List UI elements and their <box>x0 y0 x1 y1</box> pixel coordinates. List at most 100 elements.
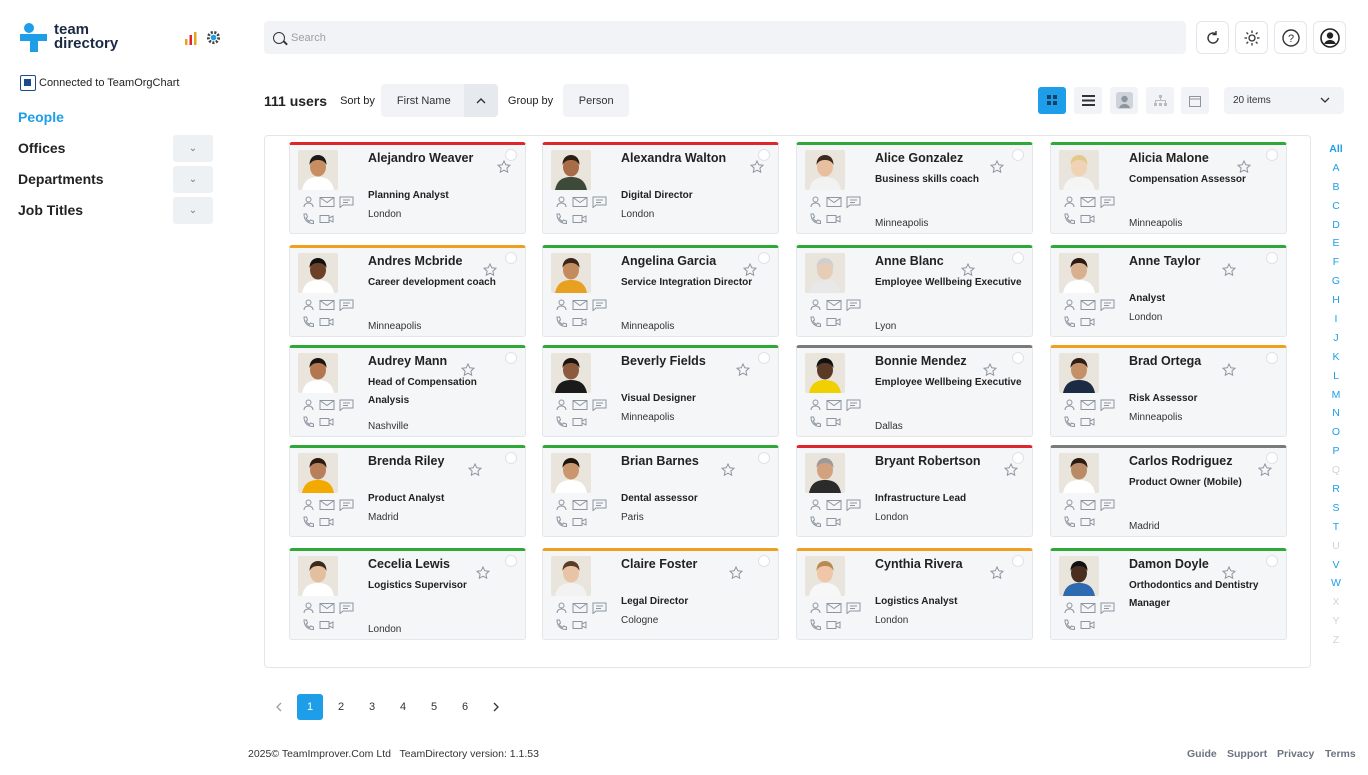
alphabet-letter[interactable]: F <box>1332 256 1340 269</box>
alphabet-letter[interactable]: R <box>1332 483 1340 496</box>
video-call-icon[interactable] <box>826 416 841 428</box>
person-name[interactable]: Alice Gonzalez <box>875 151 964 165</box>
person-name[interactable]: Bryant Robertson <box>875 454 981 468</box>
phone-icon[interactable] <box>809 416 822 428</box>
avatar[interactable] <box>805 150 845 190</box>
select-checkbox[interactable] <box>1012 149 1024 161</box>
avatar[interactable] <box>298 353 338 393</box>
email-icon[interactable] <box>826 196 842 208</box>
person-name[interactable]: Audrey Mann <box>368 354 448 368</box>
avatar[interactable] <box>805 453 845 493</box>
alphabet-letter[interactable]: G <box>1331 275 1341 288</box>
avatar[interactable] <box>551 253 591 293</box>
avatar[interactable] <box>298 150 338 190</box>
expand-offices-chevron-icon[interactable]: ⌄ <box>173 135 213 162</box>
person-card[interactable]: Beverly Fields Visual Designer Minneapolis <box>542 345 779 437</box>
alphabet-letter[interactable]: M <box>1331 388 1341 401</box>
video-call-icon[interactable] <box>319 619 334 631</box>
avatar[interactable] <box>551 353 591 393</box>
person-card[interactable]: Claire Foster Legal Director Cologne <box>542 548 779 640</box>
email-icon[interactable] <box>826 602 842 614</box>
person-name[interactable]: Cynthia Rivera <box>875 557 963 571</box>
video-call-icon[interactable] <box>319 213 334 225</box>
person-card[interactable]: Alejandro Weaver Planning Analyst London <box>289 142 526 234</box>
video-call-icon[interactable] <box>1080 213 1095 225</box>
alphabet-letter[interactable]: P <box>1332 445 1340 458</box>
chat-icon[interactable] <box>1100 499 1115 511</box>
video-call-icon[interactable] <box>826 213 841 225</box>
favorite-star-icon[interactable] <box>468 463 483 477</box>
profile-icon[interactable] <box>302 602 315 614</box>
person-card[interactable]: Alicia Malone Compensation Assessor Minnea… <box>1050 142 1287 234</box>
select-checkbox[interactable] <box>1012 555 1024 567</box>
profile-icon[interactable] <box>1063 399 1076 411</box>
person-name[interactable]: Alexandra Walton <box>621 151 727 165</box>
video-call-icon[interactable] <box>319 316 334 328</box>
phone-icon[interactable] <box>555 516 568 528</box>
phone-icon[interactable] <box>302 416 315 428</box>
page-button[interactable]: 4 <box>399 701 407 713</box>
video-call-icon[interactable] <box>826 316 841 328</box>
avatar[interactable] <box>805 353 845 393</box>
avatar[interactable] <box>805 253 845 293</box>
theme-toggle-button[interactable] <box>1235 21 1268 54</box>
phone-icon[interactable] <box>555 619 568 631</box>
expand-departments-chevron-icon[interactable]: ⌄ <box>173 166 213 193</box>
profile-icon[interactable] <box>302 299 315 311</box>
profile-icon[interactable] <box>1063 299 1076 311</box>
favorite-star-icon[interactable] <box>1222 363 1237 377</box>
person-card[interactable]: Brenda Riley Product Analyst Madrid <box>289 445 526 537</box>
phone-icon[interactable] <box>809 619 822 631</box>
favorite-star-icon[interactable] <box>475 566 490 580</box>
avatar[interactable] <box>551 453 591 493</box>
footer-link-guide[interactable]: Guide <box>1187 748 1217 760</box>
select-checkbox[interactable] <box>1266 252 1278 264</box>
profile-icon[interactable] <box>809 499 822 511</box>
chat-icon[interactable] <box>592 602 607 614</box>
alphabet-letter[interactable]: O <box>1331 426 1341 439</box>
person-card[interactable]: Audrey Mann Head of Compensation Analysis… <box>289 345 526 437</box>
phone-icon[interactable] <box>809 516 822 528</box>
person-card[interactable]: Alexandra Walton Digital Director London <box>542 142 779 234</box>
alphabet-letter[interactable]: S <box>1332 501 1340 514</box>
email-icon[interactable] <box>319 602 335 614</box>
list-view-button[interactable] <box>1074 87 1102 114</box>
footer-link-support[interactable]: Support <box>1227 748 1268 760</box>
chat-icon[interactable] <box>592 499 607 511</box>
phone-icon[interactable] <box>302 619 315 631</box>
chat-icon[interactable] <box>592 299 607 311</box>
select-checkbox[interactable] <box>1012 452 1024 464</box>
favorite-star-icon[interactable] <box>497 160 512 174</box>
next-page-chevron-right-icon[interactable] <box>483 694 509 720</box>
person-name[interactable]: Cecelia Lewis <box>368 557 450 571</box>
video-call-icon[interactable] <box>572 416 587 428</box>
sort-select[interactable]: First Name <box>380 84 498 117</box>
profile-icon[interactable] <box>555 602 568 614</box>
items-per-page-select[interactable]: 20 items <box>1224 87 1344 114</box>
person-card[interactable]: Anne Blanc Employee Wellbeing Executive Ly… <box>796 245 1033 337</box>
profile-icon[interactable] <box>555 196 568 208</box>
avatar[interactable] <box>551 556 591 596</box>
chat-icon[interactable] <box>339 499 354 511</box>
select-checkbox[interactable] <box>758 252 770 264</box>
page-button[interactable]: 1 <box>297 694 323 720</box>
select-checkbox[interactable] <box>1012 252 1024 264</box>
select-checkbox[interactable] <box>1266 149 1278 161</box>
alphabet-letter[interactable]: L <box>1333 369 1339 382</box>
phone-icon[interactable] <box>555 213 568 225</box>
profile-icon[interactable] <box>555 499 568 511</box>
select-checkbox[interactable] <box>758 555 770 567</box>
chat-icon[interactable] <box>1100 196 1115 208</box>
avatar[interactable] <box>1059 253 1099 293</box>
footer-link-privacy[interactable]: Privacy <box>1277 748 1315 760</box>
profile-icon[interactable] <box>1063 499 1076 511</box>
person-name[interactable]: Anne Blanc <box>875 254 944 268</box>
email-icon[interactable] <box>572 399 588 411</box>
alphabet-letter[interactable]: B <box>1332 180 1340 193</box>
video-call-icon[interactable] <box>572 316 587 328</box>
person-card[interactable]: Carlos Rodriguez Product Owner (Mobile) Ma… <box>1050 445 1287 537</box>
video-call-icon[interactable] <box>1080 316 1095 328</box>
favorite-star-icon[interactable] <box>461 363 476 377</box>
profile-icon[interactable] <box>302 499 315 511</box>
favorite-star-icon[interactable] <box>989 566 1004 580</box>
